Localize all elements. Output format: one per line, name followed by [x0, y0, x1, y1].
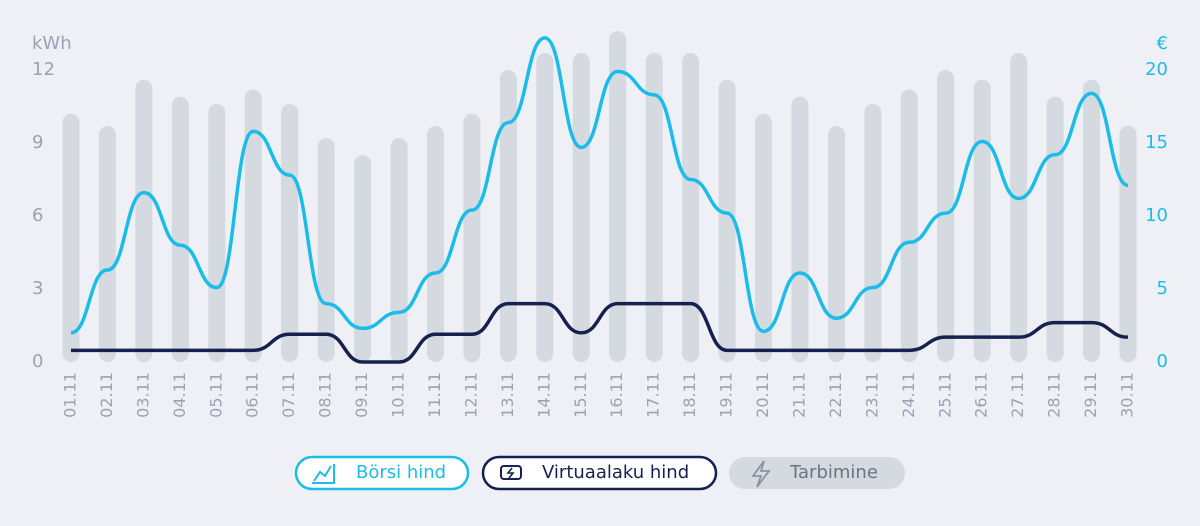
bar [62, 113, 80, 362]
x-tick-label: 05.11 [206, 372, 225, 418]
y2-axis-label: € [1157, 33, 1168, 54]
x-tick-label: 21.11 [789, 372, 808, 418]
x-tick-label: 15.11 [571, 372, 590, 418]
legend-icon [500, 465, 522, 480]
x-tick-label: 26.11 [972, 372, 991, 418]
bar [1010, 52, 1028, 362]
bar [791, 96, 809, 363]
bar [317, 138, 335, 362]
y-tick-label: 0 [32, 351, 43, 372]
bar [900, 89, 918, 362]
bar [426, 125, 444, 362]
x-tick-label: 25.11 [935, 372, 954, 418]
x-tick-label: 16.11 [607, 372, 626, 418]
x-tick-label: 17.11 [644, 372, 663, 418]
bar [463, 113, 481, 362]
x-tick-label: 24.11 [899, 372, 918, 418]
x-tick-label: 04.11 [170, 372, 189, 418]
y-tick-label: 9 [32, 132, 43, 153]
line [71, 301, 1129, 364]
bar [1119, 125, 1137, 362]
bar [645, 52, 663, 362]
bar [135, 79, 153, 362]
legend-pill[interactable] [481, 455, 718, 491]
bar [682, 52, 700, 362]
legend-pill[interactable] [294, 455, 470, 491]
legend-item[interactable]: Virtuaalaku hind [481, 455, 718, 491]
y2-tick-label: 0 [1157, 351, 1168, 372]
bar [1046, 96, 1064, 363]
bar [718, 79, 736, 362]
bar [864, 104, 882, 363]
legend-label: Virtuaalaku hind [542, 462, 689, 483]
bar [536, 52, 554, 362]
y2-tick-label: 15 [1145, 132, 1168, 153]
bar [1083, 79, 1101, 362]
bar [937, 70, 955, 362]
bar [390, 138, 408, 362]
legend-icon [312, 464, 335, 484]
x-tick-label: 22.11 [826, 372, 845, 418]
y2-tick-label: 20 [1145, 59, 1168, 80]
x-tick-label: 03.11 [133, 372, 152, 418]
x-tick-label: 27.11 [1008, 372, 1027, 418]
bar [208, 104, 226, 363]
x-tick-label: 20.11 [753, 372, 772, 418]
x-tick-label: 02.11 [97, 372, 116, 418]
x-tick-label: 19.11 [717, 372, 736, 418]
y2-tick-label: 5 [1157, 278, 1168, 299]
legend-label: Tarbimine [789, 462, 878, 483]
x-tick-label: 11.11 [425, 372, 444, 418]
x-tick-label: 30.11 [1118, 372, 1137, 418]
legend-icon [506, 467, 515, 479]
x-tick-label: 23.11 [862, 372, 881, 418]
x-tick-label: 29.11 [1081, 372, 1100, 418]
y-tick-label: 3 [32, 278, 43, 299]
x-tick-label: 14.11 [534, 372, 553, 418]
x-tick-label: 09.11 [352, 372, 371, 418]
y2-tick-label: 10 [1145, 205, 1168, 226]
bar [354, 155, 372, 362]
y-tick-label: 12 [32, 59, 55, 80]
x-tick-label: 08.11 [316, 372, 335, 418]
x-tick-label: 10.11 [389, 372, 408, 418]
bar [827, 125, 845, 362]
line [70, 36, 1129, 335]
x-tick-label: 28.11 [1045, 372, 1064, 418]
legend-pill[interactable] [729, 457, 905, 489]
bar [171, 96, 189, 363]
x-tick-label: 18.11 [680, 372, 699, 418]
y-axis-label: kWh [32, 33, 72, 54]
x-tick-label: 07.11 [279, 372, 298, 418]
bar [609, 31, 627, 363]
legend-item[interactable]: Tarbimine [729, 457, 905, 489]
bar [973, 79, 991, 362]
legend-label: Börsi hind [356, 462, 446, 483]
bar [98, 125, 116, 362]
bar [572, 52, 590, 362]
bar [755, 113, 773, 362]
bar [499, 70, 517, 362]
x-tick-label: 06.11 [243, 372, 262, 418]
x-tick-label: 13.11 [498, 372, 517, 418]
bar [244, 89, 262, 362]
bar [281, 104, 299, 363]
x-tick-label: 12.11 [461, 372, 480, 418]
legend-item[interactable]: Börsi hind [294, 455, 470, 491]
y-tick-label: 6 [32, 205, 43, 226]
x-tick-label: 01.11 [61, 372, 80, 418]
legend-icon [751, 460, 771, 488]
